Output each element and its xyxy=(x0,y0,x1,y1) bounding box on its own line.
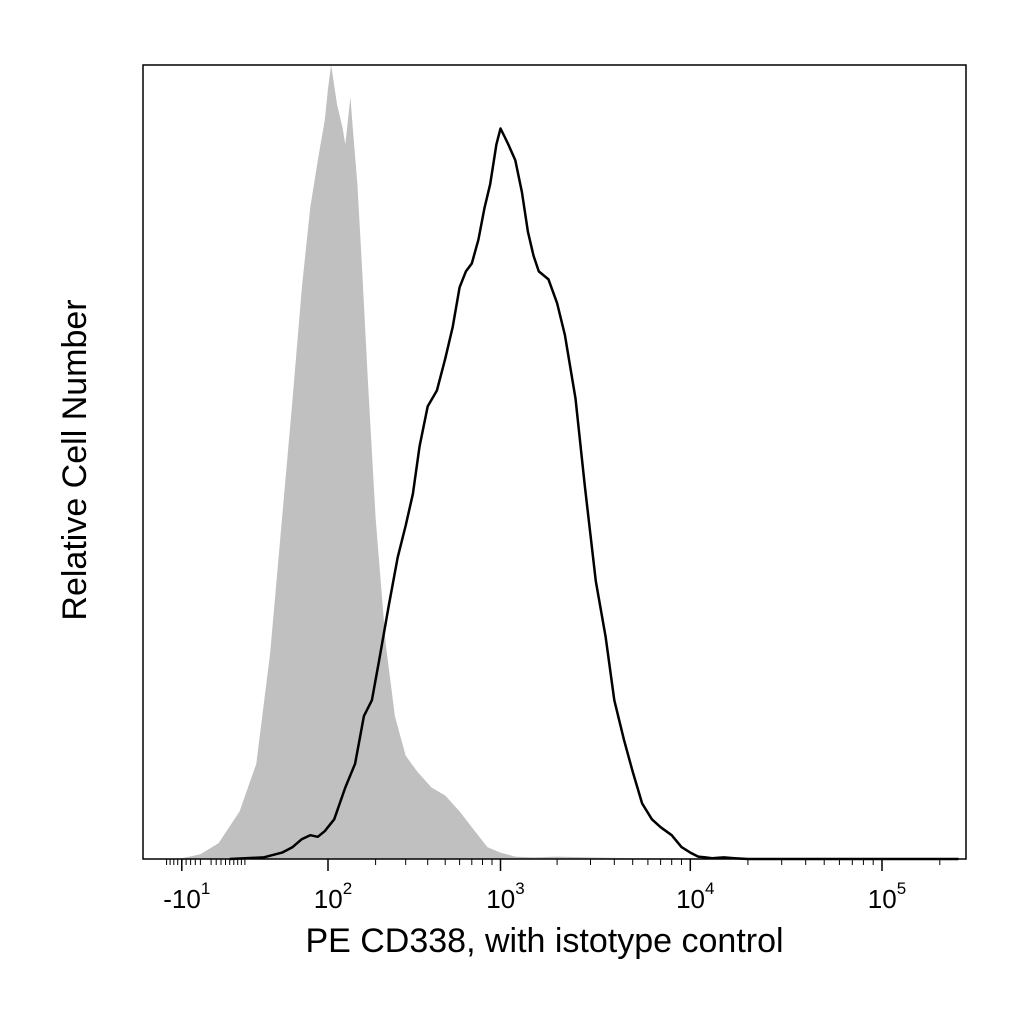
x-axis-title: PE CD338, with istotype control xyxy=(305,922,783,960)
x-tick-base: 10 xyxy=(314,884,343,914)
x-tick-exponent: 1 xyxy=(201,879,210,898)
x-tick-exponent: 5 xyxy=(897,879,906,898)
plot-frame xyxy=(142,64,967,860)
x-tick-label: -101 xyxy=(163,879,210,914)
y-axis-title: Relative Cell Number xyxy=(56,299,94,620)
series-0-area xyxy=(177,65,959,859)
x-tick-base: -10 xyxy=(163,884,201,914)
series-1-line xyxy=(229,127,959,861)
x-tick-base: 10 xyxy=(676,884,705,914)
plot-marks xyxy=(177,65,959,861)
x-tick-label: 104 xyxy=(676,879,714,914)
x-axis-ticks: -101 102 103 104 105 xyxy=(163,859,941,914)
x-tick-base: 10 xyxy=(486,884,515,914)
x-tick-base: 10 xyxy=(868,884,897,914)
x-tick-label: 105 xyxy=(868,879,906,914)
x-tick-exponent: 2 xyxy=(343,879,352,898)
x-tick-label: 102 xyxy=(314,879,352,914)
x-tick-label: 103 xyxy=(486,879,524,914)
x-tick-exponent: 3 xyxy=(515,879,524,898)
x-tick-exponent: 4 xyxy=(705,879,714,898)
